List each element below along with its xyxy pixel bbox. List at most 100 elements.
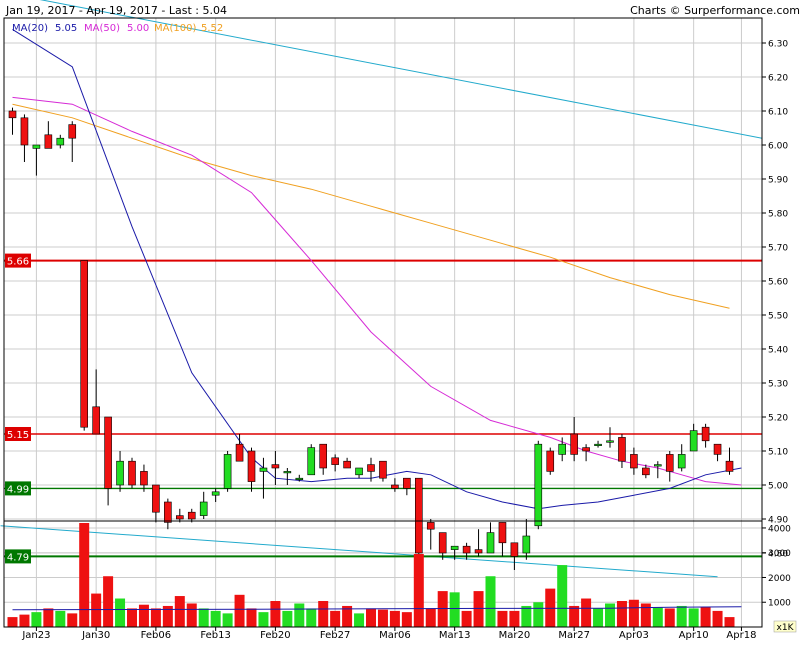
- price-tick-label: 5.50: [768, 312, 788, 322]
- candle-body: [462, 545, 471, 554]
- ma100-line: [12, 103, 730, 309]
- volume-bar: [688, 608, 699, 627]
- candle-body: [116, 460, 124, 486]
- volume-bar: [354, 613, 365, 627]
- volume-bar: [652, 607, 663, 627]
- price-tick-label: 6.20: [768, 74, 788, 84]
- price-tick-label: 6.10: [768, 108, 788, 118]
- date-tick-label: Mar27: [558, 630, 590, 641]
- trendline: [39, 0, 763, 139]
- volume-bar: [664, 608, 675, 627]
- support-label: 4.79: [7, 552, 29, 563]
- candle-body: [247, 450, 256, 482]
- volume-bar: [712, 610, 723, 627]
- axes: 6.30 6.20 6.10 6.00 5.90 5.80 5.70 5.60 5.50 5.40…: [21, 40, 797, 641]
- candle-body: [510, 542, 519, 557]
- candle-body: [414, 477, 423, 554]
- candle-body: [44, 134, 53, 149]
- candle-body: [32, 144, 41, 149]
- candle-body: [259, 467, 268, 472]
- price-tick-label: 5.60: [768, 278, 788, 288]
- candle-body: [618, 437, 626, 462]
- candle-body: [642, 467, 650, 476]
- volume-bar: [616, 601, 627, 627]
- volume-bar: [569, 605, 580, 627]
- volume-tick-label: 2000: [768, 574, 791, 584]
- volume-bar: [413, 553, 424, 627]
- volume-bar: [210, 610, 221, 627]
- legend-ma50-label: MA(50): [84, 23, 120, 34]
- price-tick-label: 5.80: [768, 210, 788, 220]
- volume-bar: [628, 599, 639, 627]
- support-label: 4.99: [7, 484, 29, 495]
- volume-bar: [497, 610, 508, 627]
- volume-bar: [389, 610, 400, 627]
- price-tick-label: 4.90: [768, 516, 788, 526]
- date-tick-label: Jan23: [21, 630, 50, 641]
- legend-ma20-label: MA(20): [12, 23, 48, 34]
- volume-unit-badge: [773, 620, 797, 633]
- volume-bar: [198, 608, 209, 627]
- candle-body: [438, 532, 447, 554]
- legend: MA(20) 5.05 MA(50) 5.00 MA(100) 5.52: [12, 23, 223, 34]
- volume-bar: [282, 610, 293, 627]
- candle-body: [211, 491, 220, 496]
- volume-bar: [377, 609, 388, 627]
- volume-bar: [330, 610, 341, 627]
- candle-body: [665, 454, 674, 472]
- volume-bar: [485, 576, 496, 627]
- price-tick-label: 5.90: [768, 176, 788, 186]
- candle-body: [235, 443, 244, 462]
- legend-ma100-label: MA(100): [154, 23, 196, 34]
- volume-bar: [700, 607, 711, 627]
- candle-body: [379, 460, 387, 479]
- volume-bar: [115, 598, 126, 627]
- candle-body: [677, 454, 686, 469]
- candle-body: [176, 515, 184, 520]
- volume-average-line: [12, 606, 742, 611]
- legend-ma50-value: 5.00: [127, 23, 149, 34]
- resistance-label: 5.66: [7, 257, 29, 268]
- volume-bar: [246, 608, 257, 627]
- volume-bar: [581, 598, 592, 627]
- legend-ma20-value: 5.05: [55, 23, 77, 34]
- volume-bar: [425, 608, 436, 627]
- price-tick-label: 5.10: [768, 448, 788, 458]
- candle-body: [271, 464, 280, 469]
- volume-tick-label: 3000: [768, 549, 791, 559]
- volume-bar: [342, 605, 353, 627]
- volume-tick-label: 4000: [768, 524, 791, 534]
- volume-bar: [174, 596, 185, 627]
- candle-body: [522, 535, 531, 554]
- volume-bar: [294, 603, 305, 627]
- candle-body: [8, 110, 17, 119]
- candle-body: [319, 443, 328, 469]
- candle-body: [199, 501, 208, 516]
- candle-body: [713, 443, 722, 455]
- candle-body: [355, 467, 363, 476]
- candle-body: [630, 454, 638, 469]
- candle-body: [701, 426, 710, 442]
- volume-bar: [366, 608, 376, 627]
- volume-bar: [91, 593, 102, 627]
- candle-body: [92, 406, 100, 435]
- volume-bar: [234, 594, 245, 627]
- candle-body: [56, 137, 65, 146]
- candle-body: [140, 471, 148, 486]
- resistance-label-box: [5, 427, 31, 441]
- candle-body: [606, 440, 614, 443]
- volume-bar: [521, 605, 532, 627]
- price-tick-label: 4.80: [768, 550, 788, 560]
- volume-bar: [533, 602, 544, 627]
- candle-body: [403, 477, 411, 489]
- volume-bar: [724, 617, 735, 627]
- volume-bar: [270, 601, 281, 627]
- date-tick-label: Feb20: [260, 630, 290, 641]
- support-label-box: [5, 549, 31, 564]
- volume-bar: [127, 608, 137, 627]
- date-tick-label: Jan30: [81, 630, 110, 641]
- price-tick-label: 5.40: [768, 346, 788, 356]
- volume-bar: [640, 603, 651, 627]
- date-tick-label: Apr18: [726, 630, 756, 641]
